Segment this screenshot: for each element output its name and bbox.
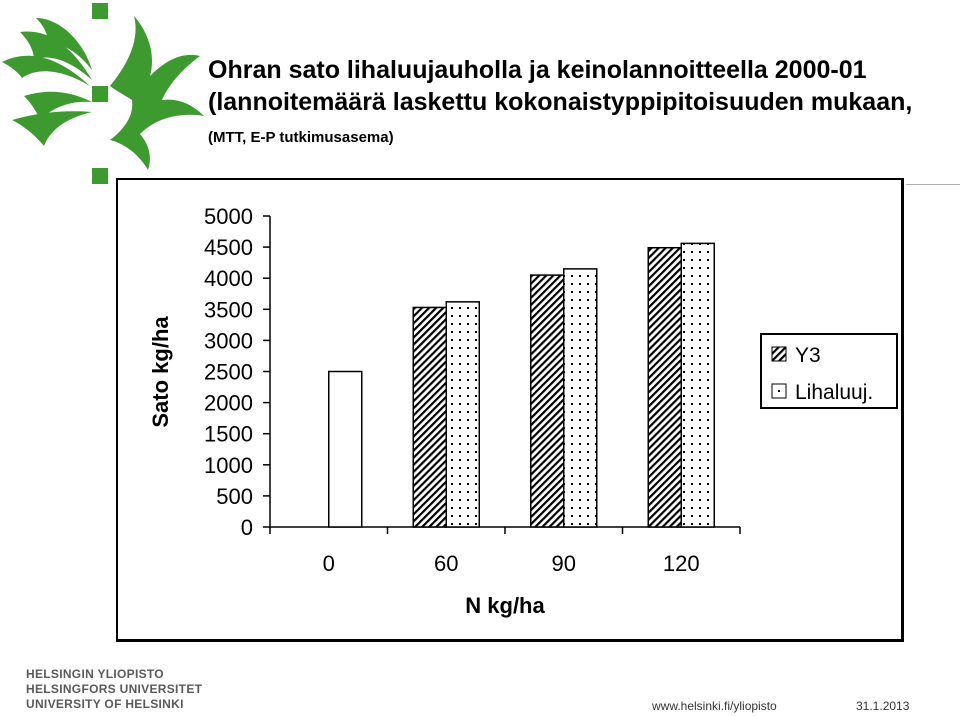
footer-university-en: UNIVERSITY OF HELSINKI <box>26 697 184 711</box>
legend-label-y3: Y3 <box>795 344 821 367</box>
bar-lihaluuj-120 <box>680 242 715 528</box>
y-tick-label: 1500 <box>204 422 253 447</box>
x-tick-label: 60 <box>434 551 458 576</box>
legend-swatch-dot <box>778 390 780 392</box>
x-tick-label: 0 <box>323 551 335 576</box>
slide-title: Ohran sato lihaluujauholla ja keinolanno… <box>208 54 948 154</box>
y-tick-label: 500 <box>216 484 253 509</box>
university-flame-logo <box>2 3 204 184</box>
bar-lihaluuj-90 <box>563 268 598 528</box>
y-tick-label: 4500 <box>204 235 253 260</box>
y-tick-label: 1000 <box>204 453 253 478</box>
x-axis-title: N kg/ha <box>465 593 545 618</box>
x-tick-label: 120 <box>663 551 700 576</box>
bar-lihaluuj-0 <box>328 370 363 528</box>
y-tick-label: 0 <box>241 515 253 540</box>
footer-url[interactable]: www.helsinki.fi/yliopisto <box>652 699 777 713</box>
y-tick-label: 3500 <box>204 297 253 322</box>
bar-y3-90 <box>530 274 565 528</box>
y-axis-title: Sato kg/ha <box>148 316 173 428</box>
legend-label-lihaluuj: Lihaluuj. <box>795 381 873 404</box>
bar-y3-120 <box>647 246 682 528</box>
bar-lihaluuj-60 <box>445 301 480 528</box>
footer-university-fi: HELSINGIN YLIOPISTO <box>26 667 164 681</box>
y-tick-label: 2000 <box>204 391 253 416</box>
footer-university-name: HELSINGIN YLIOPISTO HELSINGFORS UNIVERSI… <box>26 667 202 712</box>
legend: Y3 Lihaluuj. <box>760 333 898 409</box>
header-divider <box>906 184 960 185</box>
y-tick-label: 4000 <box>204 266 253 291</box>
x-tick-label: 90 <box>552 551 576 576</box>
y-tick-label: 3000 <box>204 328 253 353</box>
chart-frame <box>116 178 904 642</box>
slide-title-main: Ohran sato lihaluujauholla ja keinolanno… <box>208 56 913 116</box>
bar-y3-60 <box>412 306 447 528</box>
legend-swatch-y3 <box>771 346 787 362</box>
y-tick-label: 5000 <box>204 204 253 229</box>
y-tick-label: 2500 <box>204 360 253 385</box>
footer-date: 31.1.2013 <box>856 699 910 713</box>
footer-university-sv: HELSINGFORS UNIVERSITET <box>26 682 203 696</box>
slide-title-source: (MTT, E-P tutkimusasema) <box>208 129 394 146</box>
